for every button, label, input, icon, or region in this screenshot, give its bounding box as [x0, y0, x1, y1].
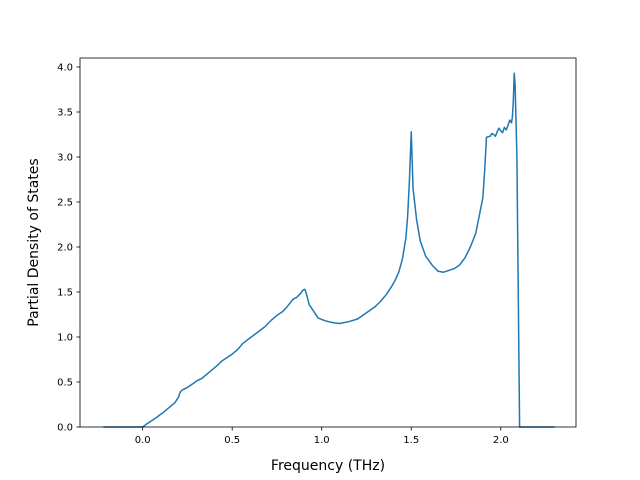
- y-tick-label: 4.0: [57, 63, 73, 74]
- y-axis-ticks: 0.0 0.5 1.0 1.5 2.0 2.5 3.0 3.5 4.0: [57, 63, 80, 434]
- axes-frame: [79, 57, 577, 428]
- x-tick-label: 0.0: [135, 435, 151, 446]
- y-tick-label: 0.5: [57, 378, 73, 389]
- x-tick-label: 1.0: [314, 435, 330, 446]
- y-tick-label: 2.5: [57, 198, 73, 209]
- x-axis-ticks: 0.0 0.5 1.0 1.5 2.0: [135, 427, 509, 446]
- pdos-series-line: [103, 72, 555, 428]
- y-tick-label: 3.5: [57, 108, 73, 119]
- x-tick-label: 2.0: [493, 435, 509, 446]
- x-tick-label: 1.5: [403, 435, 419, 446]
- y-axis-label: Partial Density of States: [26, 158, 42, 326]
- y-tick-label: 3.0: [57, 153, 73, 164]
- x-tick-label: 0.5: [224, 435, 240, 446]
- y-tick-label: 1.0: [57, 333, 73, 344]
- y-tick-label: 0.0: [57, 423, 73, 434]
- plot-area: [103, 72, 555, 428]
- y-tick-label: 1.5: [57, 288, 73, 299]
- x-axis-label: Frequency (THz): [271, 458, 385, 474]
- y-tick-label: 2.0: [57, 243, 73, 254]
